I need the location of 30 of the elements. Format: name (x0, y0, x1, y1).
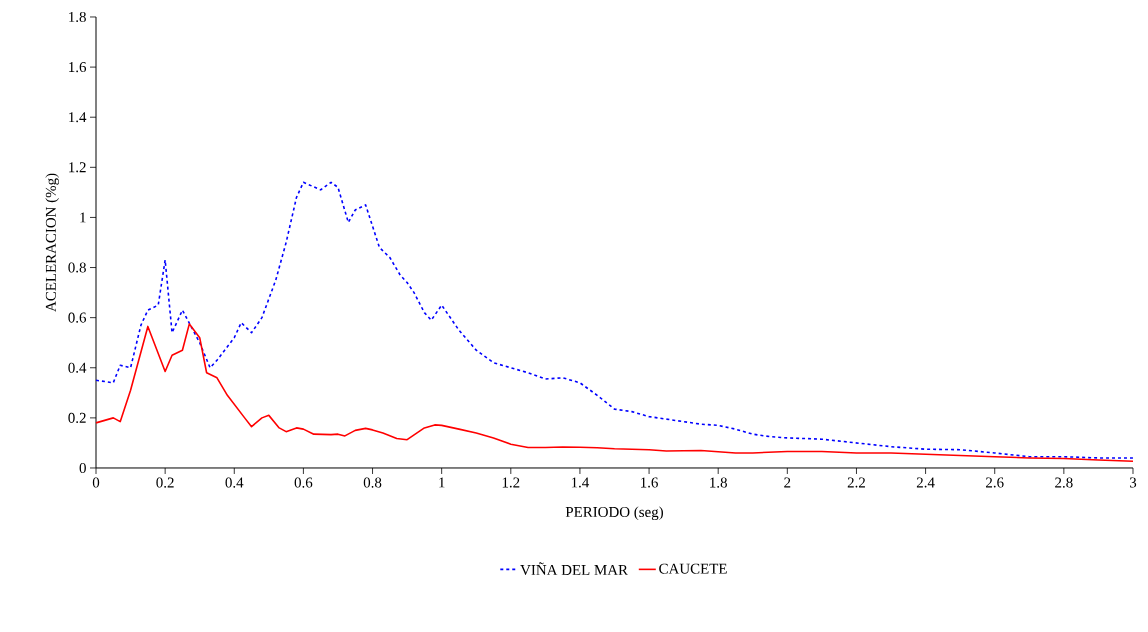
x-tick-label: 1.2 (502, 477, 520, 488)
x-tick-label: 2.4 (916, 477, 935, 488)
x-tick-label: 1.4 (571, 477, 590, 488)
x-tick-label: 0.2 (156, 477, 174, 488)
x-tick-label: 2 (784, 477, 791, 488)
x-tick-label: 2.8 (1055, 477, 1073, 488)
y-tick-label: 1.4 (69, 112, 87, 123)
y-axis-title: ACELERACION (%g) (45, 173, 59, 312)
x-tick-label: 1.8 (710, 477, 727, 488)
x-tick-label: 1.6 (641, 477, 658, 488)
legend-label: CAUCETE (659, 563, 727, 574)
x-tick-label: 2.6 (986, 477, 1004, 488)
y-tick-label: 0 (79, 462, 86, 474)
y-tick-label: 1 (80, 212, 86, 223)
x-tick-label: 0 (92, 477, 100, 488)
x-axis-title: PERIODO (seg) (565, 506, 663, 521)
legend-label: VIÑA DEL MAR (520, 562, 628, 576)
y-tick-label: 0.8 (68, 262, 86, 273)
x-tick-label: 0.4 (225, 477, 244, 488)
x-tick-label: 1 (439, 477, 445, 488)
y-tick-label: 0.4 (68, 362, 87, 373)
x-tick-label: 0.6 (294, 477, 313, 488)
y-tick-label: 0.6 (68, 312, 87, 323)
y-tick-label: 0.2 (68, 412, 86, 423)
y-tick-label: 1.6 (69, 62, 87, 73)
y-tick-label: 1.2 (69, 162, 86, 173)
x-tick-label: 0.8 (363, 477, 382, 488)
x-tick-label: 2.2 (847, 477, 865, 488)
x-tick-label: 3 (1129, 477, 1137, 488)
y-tick-label: 1.8 (69, 11, 86, 23)
